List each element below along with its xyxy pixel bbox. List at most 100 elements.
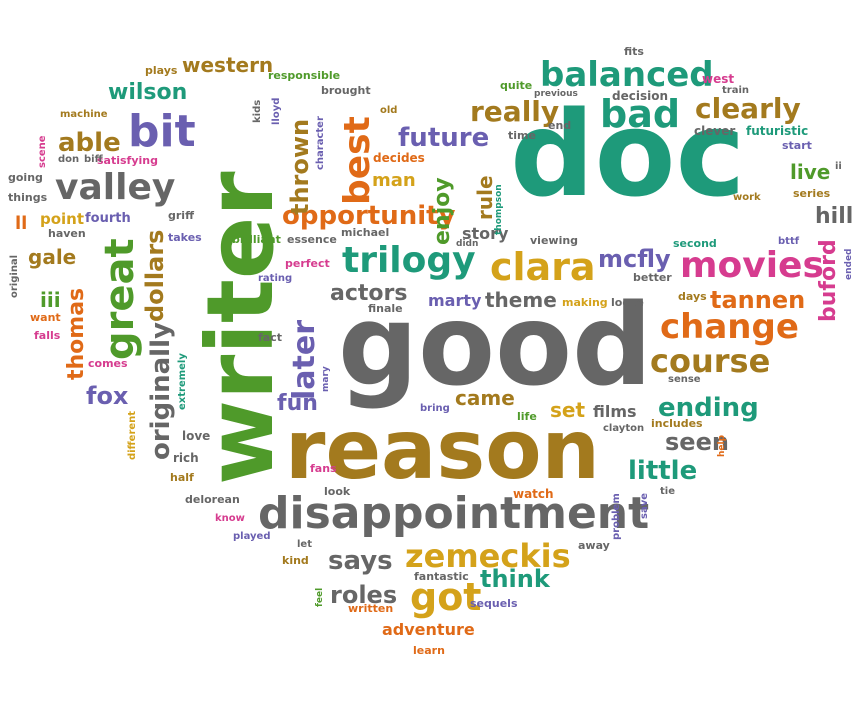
word-futuristic: futuristic xyxy=(746,124,809,138)
word-seen: seen xyxy=(665,428,729,456)
word-tannen: tannen xyxy=(710,286,806,314)
word-thompson: thompson xyxy=(494,184,504,235)
word-best: best xyxy=(337,116,378,205)
word-played: played xyxy=(233,531,271,542)
word-rating: rating xyxy=(258,273,293,284)
word-old: old xyxy=(380,105,398,116)
word-look: look xyxy=(324,485,351,498)
word-kids: kids xyxy=(252,99,263,123)
word-ll: ll xyxy=(15,213,28,234)
word-clearly: clearly xyxy=(695,92,801,125)
word-live: live xyxy=(790,160,831,184)
word-machine: machine xyxy=(60,109,108,120)
word-start: start xyxy=(782,139,812,152)
word-originally: originally xyxy=(146,322,176,460)
word-change: change xyxy=(660,307,799,347)
word-help: help xyxy=(717,434,727,457)
word-theme: theme xyxy=(485,288,557,312)
word-loose: loose xyxy=(611,296,644,309)
word-gale: gale xyxy=(28,245,77,269)
word-written: written xyxy=(348,602,394,615)
word-movies: movies xyxy=(680,245,824,286)
word-responsible: responsible xyxy=(268,69,341,82)
word-ii: ii xyxy=(835,161,842,172)
word-adventure: adventure xyxy=(382,620,475,639)
word-thomas: thomas xyxy=(64,287,89,380)
word-know: know xyxy=(215,513,245,524)
word-thrown: thrown xyxy=(286,118,314,215)
word-quite: quite xyxy=(500,79,533,92)
word-think: think xyxy=(480,565,550,593)
word-series: series xyxy=(793,187,831,200)
word-ended: ended xyxy=(844,248,854,281)
word-finale: finale xyxy=(368,302,403,315)
word-bttf: bttf xyxy=(778,236,800,247)
word-fun: fun xyxy=(277,391,318,416)
word-plays: plays xyxy=(145,64,178,77)
word-previous: previous xyxy=(534,89,578,99)
word-actors: actors xyxy=(330,281,408,306)
word-sequels: sequels xyxy=(470,597,518,610)
word-falls: falls xyxy=(34,329,61,342)
word-save: save xyxy=(639,492,650,519)
word-ending: ending xyxy=(658,393,759,423)
word-good: good xyxy=(338,281,653,411)
word-point: point xyxy=(40,210,85,228)
word-course: course xyxy=(650,342,771,380)
word-kind: kind xyxy=(282,554,309,567)
word-fourth: fourth xyxy=(85,211,131,226)
word-original: original xyxy=(9,254,20,298)
word-life: life xyxy=(517,410,537,423)
word-let: let xyxy=(297,539,312,550)
word-includes: includes xyxy=(651,417,703,430)
word-fox: fox xyxy=(86,382,129,410)
word-little: little xyxy=(628,456,698,486)
word-zemeckis: zemeckis xyxy=(405,537,571,575)
word-making: making xyxy=(562,296,608,309)
word-half: half xyxy=(170,471,194,484)
word-later: later xyxy=(287,319,322,400)
word-came: came xyxy=(455,386,515,410)
word-delorean: delorean xyxy=(185,493,240,506)
word-bit: bit xyxy=(128,106,196,157)
word-mcfly: mcfly xyxy=(598,245,671,273)
word-decision: decision xyxy=(612,89,668,103)
word-fact: fact xyxy=(258,331,282,344)
word-satisfying: satisfying xyxy=(97,154,158,167)
word-tie: tie xyxy=(660,486,675,497)
word-iii: iii xyxy=(40,288,61,312)
word-trilogy: trilogy xyxy=(342,240,476,281)
word-watch: watch xyxy=(513,487,554,501)
word-perfect: perfect xyxy=(285,257,330,270)
word-character: character xyxy=(315,116,326,170)
word-story: story xyxy=(462,224,509,243)
word-going: going xyxy=(8,171,43,184)
word-scene: scene xyxy=(37,135,48,168)
word-great: great xyxy=(97,238,143,360)
word-set: set xyxy=(550,398,586,422)
word-things: things xyxy=(8,191,48,204)
word-essence: essence xyxy=(287,233,337,246)
word-bad: bad xyxy=(600,92,681,136)
word-marty: marty xyxy=(428,291,482,310)
word-brilliant: brilliant xyxy=(232,233,281,246)
word-reason: reason xyxy=(285,403,600,498)
word-west: west xyxy=(702,72,735,86)
word-clara: clara xyxy=(490,245,596,289)
word-roles: roles xyxy=(330,581,398,609)
word-got: got xyxy=(410,575,482,619)
word-fits: fits xyxy=(624,45,644,58)
word-want: want xyxy=(30,311,61,324)
word-buford: buford xyxy=(816,239,841,322)
word-mary: mary xyxy=(321,366,331,392)
word-sense: sense xyxy=(668,374,701,385)
word-disappointment: disappointment xyxy=(258,488,650,539)
word-haven: haven xyxy=(48,227,86,240)
word-griff: griff xyxy=(168,209,194,222)
word-valley: valley xyxy=(55,167,176,208)
word-fans: fans xyxy=(310,462,337,475)
word-away: away xyxy=(578,539,610,552)
word-fantastic: fantastic xyxy=(414,570,469,583)
word-clayton: clayton xyxy=(603,423,645,434)
